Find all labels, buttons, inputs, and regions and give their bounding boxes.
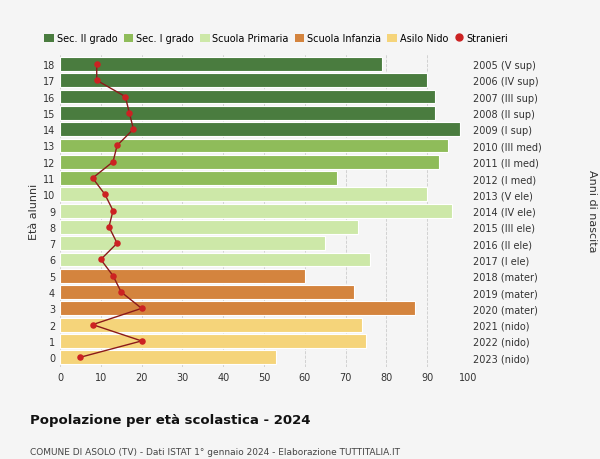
Point: [96, 256, 106, 263]
Legend: Sec. II grado, Sec. I grado, Scuola Primaria, Scuola Infanzia, Asilo Nido, Stran: Sec. II grado, Sec. I grado, Scuola Prim…: [44, 34, 508, 44]
Bar: [60, 74, 427, 88]
Bar: [60, 90, 436, 104]
Text: Popolazione per età scolastica - 2024: Popolazione per età scolastica - 2024: [30, 413, 311, 426]
Bar: [60, 253, 370, 267]
Bar: [60, 351, 276, 364]
Bar: [60, 302, 415, 316]
Point: [137, 337, 146, 345]
Point: [128, 126, 138, 134]
Bar: [60, 318, 362, 332]
Point: [92, 78, 101, 85]
Bar: [60, 269, 305, 283]
Bar: [60, 334, 366, 348]
Bar: [60, 237, 325, 251]
Bar: [60, 204, 452, 218]
Bar: [60, 285, 354, 299]
Point: [76, 354, 85, 361]
Point: [137, 305, 146, 312]
Point: [92, 61, 101, 68]
Point: [108, 273, 118, 280]
Point: [121, 94, 130, 101]
Point: [116, 289, 126, 296]
Point: [100, 191, 110, 199]
Point: [88, 321, 97, 329]
Point: [112, 240, 122, 247]
Point: [104, 224, 114, 231]
Bar: [60, 123, 460, 137]
Text: Anni di nascita: Anni di nascita: [587, 170, 597, 252]
Point: [125, 110, 134, 117]
Bar: [60, 172, 337, 185]
Y-axis label: Età alunni: Età alunni: [29, 183, 38, 239]
Bar: [60, 106, 436, 121]
Point: [88, 175, 97, 182]
Bar: [60, 58, 382, 72]
Bar: [60, 139, 448, 153]
Bar: [60, 188, 427, 202]
Point: [108, 207, 118, 215]
Bar: [60, 220, 358, 234]
Text: COMUNE DI ASOLO (TV) - Dati ISTAT 1° gennaio 2024 - Elaborazione TUTTITALIA.IT: COMUNE DI ASOLO (TV) - Dati ISTAT 1° gen…: [30, 448, 400, 457]
Point: [108, 159, 118, 166]
Bar: [60, 156, 439, 169]
Point: [112, 142, 122, 150]
